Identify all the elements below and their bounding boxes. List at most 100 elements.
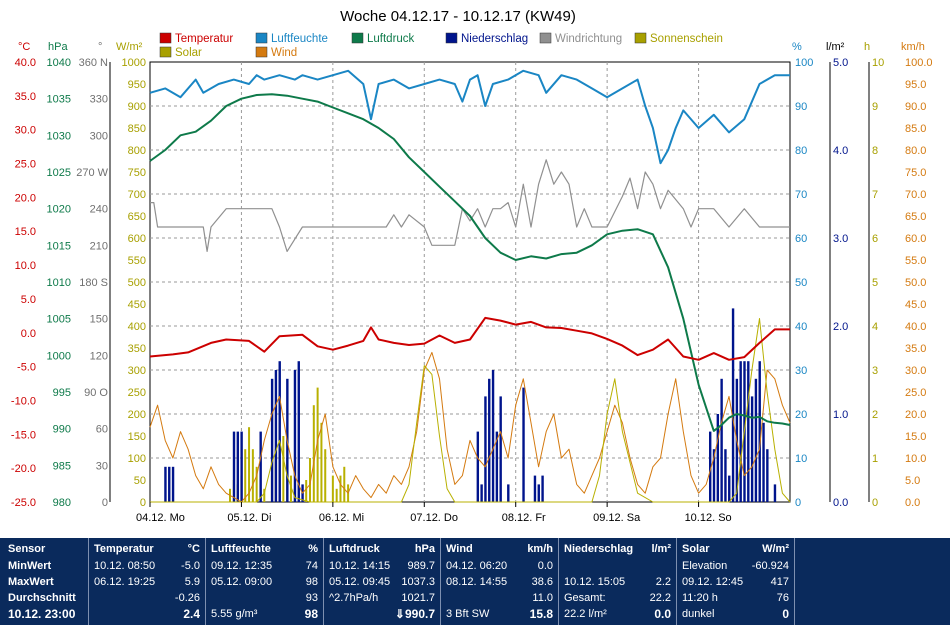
- temperature-tick-label: -20.0: [11, 463, 36, 475]
- solar-tick-label: 900: [128, 101, 146, 113]
- rain-header: Niederschlag: [564, 543, 634, 555]
- max-label: MaxWert: [8, 576, 54, 588]
- sunshine-bar: [289, 475, 292, 502]
- temperature-tick-label: 30.0: [15, 125, 36, 137]
- pressure-unit-header: hPa: [48, 41, 68, 53]
- legend-label: Sonnenschein: [650, 33, 723, 45]
- wind-tick-label: 45.0: [905, 299, 926, 311]
- rain-bar: [491, 370, 495, 502]
- wind-direction-line: [150, 159, 790, 252]
- x-tick-label: 07.12. Do: [410, 512, 458, 524]
- temperature-min-value: -5.0: [181, 560, 200, 572]
- rain-bar: [495, 431, 499, 502]
- sunshine-bar: [320, 422, 323, 502]
- sunshine-tick-label: 5: [872, 277, 878, 289]
- pressure-max-time: 05.12. 09:45: [329, 576, 391, 588]
- wind-tick-label: 60.0: [905, 233, 926, 245]
- temperature-unit: °C: [187, 543, 200, 555]
- stats-pressure-panel: Luftdruck hPa 10.12. 14:15 989.7 05.12. 09…: [323, 538, 440, 625]
- solar-header: Solar: [682, 543, 710, 555]
- wind-tick-label: 35.0: [905, 343, 926, 355]
- wind-tick-label: 65.0: [905, 211, 926, 223]
- legend-label: Windrichtung: [555, 33, 622, 45]
- temperature-header: Temperatur: [94, 543, 154, 555]
- solar-current-value: 0: [782, 607, 789, 621]
- rain-bar: [712, 449, 716, 502]
- temperature-tick-label: 25.0: [15, 159, 36, 171]
- wind-min-time: 04.12. 06:20: [446, 560, 508, 572]
- sunshine-bar: [309, 458, 311, 502]
- pressure-tick-label: 1015: [47, 240, 71, 252]
- sunshine-bar: [324, 449, 327, 502]
- solar-tick-label: 950: [128, 79, 146, 91]
- sunshine-bar: [305, 480, 308, 502]
- wind-tick-label: 100.0: [905, 57, 933, 69]
- solar-unit: W/m²: [762, 543, 789, 555]
- wind-direction-tick-label: 60: [96, 424, 108, 436]
- pressure-line: [149, 93, 791, 432]
- sunshine-bar: [248, 427, 251, 502]
- legend-swatch: [445, 32, 458, 44]
- pressure-avg-value: 1021.7: [401, 592, 435, 604]
- rain-current-value: 0.0: [654, 607, 671, 621]
- humidity-tick-label: 0: [795, 497, 801, 509]
- pressure-tick-label: 1030: [47, 130, 71, 142]
- temperature-tick-label: -5.0: [17, 362, 36, 374]
- solar-max-value: 417: [770, 576, 789, 588]
- rain-bar: [533, 475, 537, 502]
- solar-sunshine-hours: 11:20 h: [682, 592, 718, 604]
- wind-direction-unit-header: °: [98, 41, 102, 53]
- pressure-trend: ^2.7hPa/h: [329, 592, 379, 604]
- rain-bar: [731, 308, 735, 502]
- temperature-tick-label: 40.0: [15, 57, 36, 69]
- rain-max-time: 10.12. 15:05: [564, 576, 626, 588]
- min-label: MinWert: [8, 560, 52, 572]
- pressure-tick-label: 1000: [47, 350, 71, 362]
- pressure-tick-label: 1025: [47, 167, 71, 179]
- rain-bar: [278, 361, 281, 502]
- stats-sensor-panel: Sensor MinWert MaxWert Durchschnitt 10.1…: [0, 538, 88, 625]
- legend-swatch: [539, 32, 552, 44]
- rain-bar: [274, 370, 278, 502]
- solar-avg-value: 76: [776, 592, 789, 604]
- solar-tick-label: 800: [128, 145, 146, 157]
- wind-direction-tick-label: 180 S: [79, 277, 108, 289]
- rain-bar: [484, 396, 487, 502]
- wind-tick-label: 15.0: [905, 431, 926, 443]
- wind-min-value: 0.0: [537, 560, 553, 572]
- solar-tick-label: 550: [128, 255, 146, 267]
- legend-label: Temperatur: [175, 33, 233, 45]
- pressure-tick-label: 1020: [47, 204, 71, 216]
- sunshine-tick-label: 2: [872, 409, 878, 421]
- rain-bar: [480, 484, 483, 502]
- solar-max-time: 09.12. 12:45: [682, 576, 744, 588]
- wind-tick-label: 85.0: [905, 123, 926, 135]
- pressure-tick-label: 980: [53, 497, 71, 509]
- wind-direction-tick-label: 360 N: [79, 57, 108, 69]
- rain-bar: [762, 422, 765, 502]
- pressure-header: Luftdruck: [329, 543, 380, 555]
- rain-bar: [720, 378, 723, 502]
- legend-swatch: [159, 46, 172, 58]
- rain-bar: [758, 361, 761, 502]
- axis-unit-headers: °C hPa ° W/m²% l/m² h km/h: [18, 41, 925, 53]
- sunshine-tick-label: 0: [872, 497, 878, 509]
- solar-tick-label: 350: [128, 343, 146, 355]
- rain-bar: [716, 414, 720, 502]
- x-tick-label: 04.12. Mo: [136, 512, 185, 524]
- pressure-tick-label: 1040: [47, 57, 71, 69]
- rain-bar: [293, 370, 297, 502]
- wind-tick-label: 80.0: [905, 145, 926, 157]
- sunshine-bar: [312, 405, 315, 502]
- legend-swatch: [255, 46, 268, 58]
- pressure-tick-label: 990: [53, 424, 71, 436]
- stats-humidity-panel: Luftfeuchte% 09.12. 12:35 74 05.12. 09:00…: [205, 538, 323, 625]
- sunshine-bar: [282, 436, 285, 502]
- wind-tick-label: 25.0: [905, 387, 926, 399]
- wind-tick-label: 10.0: [905, 453, 926, 465]
- legend-swatch: [159, 32, 172, 44]
- humidity-min-value: 74: [305, 560, 318, 572]
- solar-tick-label: 100: [128, 453, 146, 465]
- rain-tick-label: 5.0: [833, 57, 848, 69]
- sunshine-tick-label: 10: [872, 57, 884, 69]
